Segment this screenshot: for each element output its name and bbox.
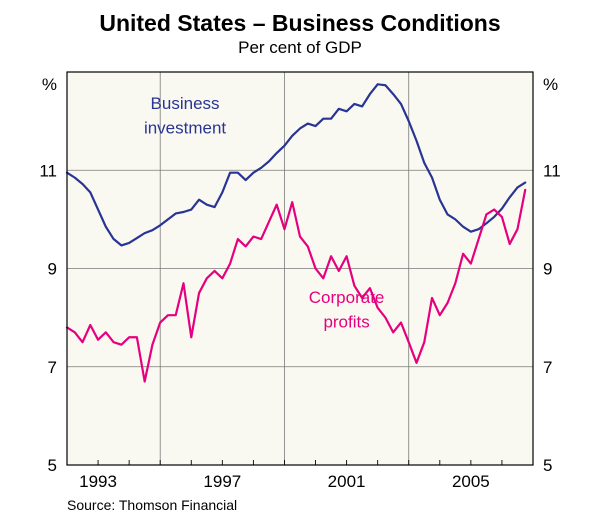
y-tick-left: 11 bbox=[39, 161, 57, 180]
x-tick: 1993 bbox=[79, 472, 117, 491]
x-tick: 2001 bbox=[328, 472, 366, 491]
series-label-corporate-profits-2: profits bbox=[323, 312, 369, 331]
series-label-business-investment-1: Business bbox=[151, 94, 220, 113]
y-tick-left: 5 bbox=[48, 456, 57, 475]
x-tick: 1997 bbox=[203, 472, 241, 491]
chart-container: United States – Business Conditions Per … bbox=[0, 0, 600, 518]
series-label-corporate-profits-1: Corporate bbox=[309, 288, 385, 307]
y-tick-right: 5 bbox=[543, 456, 552, 475]
y-tick-left: 9 bbox=[48, 260, 57, 279]
y-tick-right: 9 bbox=[543, 260, 552, 279]
source-line: Source: Thomson Financial bbox=[67, 497, 237, 513]
y-unit-left: % bbox=[42, 75, 57, 94]
y-unit-right: % bbox=[543, 75, 558, 94]
y-tick-right: 11 bbox=[543, 161, 561, 180]
series-label-business-investment-2: investment bbox=[144, 118, 226, 137]
y-tick-left: 7 bbox=[48, 358, 57, 377]
y-tick-right: 7 bbox=[543, 358, 552, 377]
line-chart: Business investment Corporate profits 5 7 9 11 5… bbox=[0, 0, 600, 518]
x-tick: 2005 bbox=[452, 472, 490, 491]
